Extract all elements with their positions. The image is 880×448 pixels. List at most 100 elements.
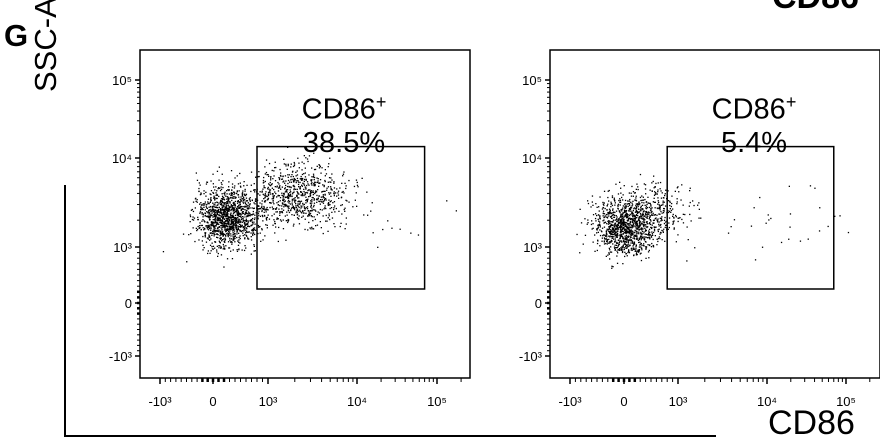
event-dot	[624, 232, 626, 234]
event-dot	[248, 214, 250, 216]
event-dot	[234, 237, 236, 240]
event-dot	[620, 222, 622, 224]
event-dot	[642, 221, 644, 223]
event-dot	[314, 191, 317, 193]
event-dot	[623, 219, 625, 221]
event-dot	[216, 197, 218, 200]
event-dot	[239, 226, 241, 228]
event-dot	[626, 231, 628, 233]
event-dot	[635, 214, 637, 217]
event-dot	[601, 208, 604, 210]
event-dot	[653, 201, 656, 203]
event-dot	[244, 213, 246, 215]
event-dot	[636, 210, 638, 213]
event-dot	[604, 207, 606, 210]
event-dot	[227, 200, 229, 203]
event-dot	[591, 228, 593, 230]
event-dot	[645, 216, 647, 218]
event-dot	[285, 163, 287, 165]
event-dot	[303, 206, 305, 208]
y-tick-label: 10⁵	[112, 73, 132, 88]
event-dot	[658, 207, 660, 209]
event-dot	[212, 224, 215, 226]
event-dot	[345, 223, 347, 225]
event-dot	[579, 252, 581, 254]
event-dot	[614, 234, 616, 236]
event-dot	[661, 216, 663, 218]
event-dot	[631, 202, 633, 204]
event-dot	[644, 233, 646, 235]
event-dot	[410, 232, 412, 234]
plot-frame	[549, 49, 880, 379]
event-dot	[224, 211, 227, 213]
event-dot	[226, 258, 229, 260]
event-dot	[244, 194, 246, 196]
event-dot	[645, 246, 647, 248]
event-dot	[620, 215, 622, 218]
event-dot	[287, 174, 289, 176]
event-dot	[633, 235, 635, 238]
event-dot	[231, 208, 234, 210]
event-dot	[225, 230, 228, 232]
event-dot	[623, 209, 626, 211]
event-dot	[249, 197, 251, 199]
event-dot	[780, 241, 783, 244]
event-dot	[643, 243, 645, 245]
event-dot	[232, 223, 234, 225]
event-dot	[643, 183, 645, 185]
event-dot	[228, 208, 230, 211]
event-dot	[228, 217, 230, 219]
event-dot	[635, 254, 638, 256]
event-dot	[643, 222, 645, 224]
event-dot	[611, 204, 614, 207]
event-dot	[659, 181, 662, 184]
event-dot	[629, 218, 632, 221]
event-dot	[603, 243, 606, 245]
event-dot	[306, 158, 309, 160]
event-dot	[278, 183, 280, 185]
event-dot	[626, 203, 629, 205]
event-dot	[640, 214, 642, 216]
event-dot	[587, 200, 589, 202]
event-dot	[266, 216, 268, 219]
event-dot	[604, 216, 606, 218]
event-dot	[208, 224, 210, 226]
event-dot	[217, 209, 220, 212]
event-dot	[227, 218, 229, 220]
event-dot	[246, 200, 249, 202]
event-dot	[609, 235, 611, 237]
event-dot	[328, 213, 330, 215]
event-dot	[606, 205, 608, 207]
event-dot	[640, 259, 643, 262]
event-dot	[324, 169, 326, 171]
event-dot	[307, 210, 309, 212]
event-dot	[295, 203, 297, 205]
event-dot	[211, 222, 213, 225]
event-dot	[621, 251, 624, 254]
event-dot	[671, 202, 673, 205]
event-dot	[212, 208, 214, 211]
event-dot	[293, 164, 296, 167]
event-dot	[271, 206, 273, 208]
event-dot	[304, 208, 307, 210]
event-dot	[242, 234, 244, 237]
event-dot	[616, 232, 619, 235]
event-dot	[596, 242, 599, 245]
event-dot	[234, 224, 236, 226]
event-dot	[730, 226, 732, 228]
event-dot	[272, 195, 274, 197]
event-dot	[264, 193, 266, 195]
event-dot	[311, 182, 313, 184]
event-dot	[623, 248, 625, 251]
event-dot	[639, 221, 642, 223]
event-dot	[247, 237, 249, 239]
event-dot	[598, 210, 600, 212]
event-dot	[274, 186, 276, 188]
event-dot	[643, 210, 645, 212]
event-dot	[768, 219, 770, 221]
event-dot	[312, 191, 315, 194]
event-dot	[231, 216, 233, 219]
event-dot	[652, 244, 655, 247]
event-dot	[621, 216, 623, 218]
event-dot	[657, 237, 659, 240]
